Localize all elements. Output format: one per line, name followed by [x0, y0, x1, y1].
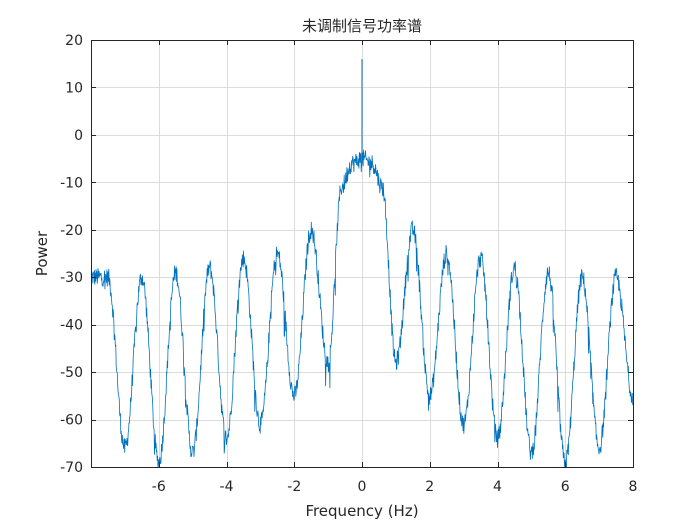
- x-tick-label: 0: [358, 479, 367, 495]
- y-tick-label: -60: [60, 413, 83, 429]
- x-tick-label: 4: [493, 479, 502, 495]
- y-tick-label: -30: [60, 270, 83, 286]
- y-tick-label: -70: [60, 460, 83, 476]
- y-tick-label: 0: [74, 128, 83, 144]
- series-layer: [90, 58, 634, 468]
- y-tick-label: 10: [65, 80, 83, 96]
- x-tick-label: -4: [220, 479, 234, 495]
- x-tick-label: -6: [152, 479, 166, 495]
- y-axis-label: Power: [33, 230, 51, 276]
- x-tick-label: 8: [629, 479, 638, 495]
- y-tick-label: -10: [60, 175, 83, 191]
- x-tick-label: 6: [561, 479, 570, 495]
- y-tick-label: -50: [60, 365, 83, 381]
- x-tick-label: -2: [287, 479, 301, 495]
- x-tick-label: 2: [425, 479, 434, 495]
- y-tick-label: 20: [65, 33, 83, 49]
- x-axis-label: Frequency (Hz): [305, 502, 418, 520]
- chart-title: 未调制信号功率谱: [302, 17, 422, 35]
- y-tick-label: -40: [60, 318, 83, 334]
- y-tick-label: -20: [60, 223, 83, 239]
